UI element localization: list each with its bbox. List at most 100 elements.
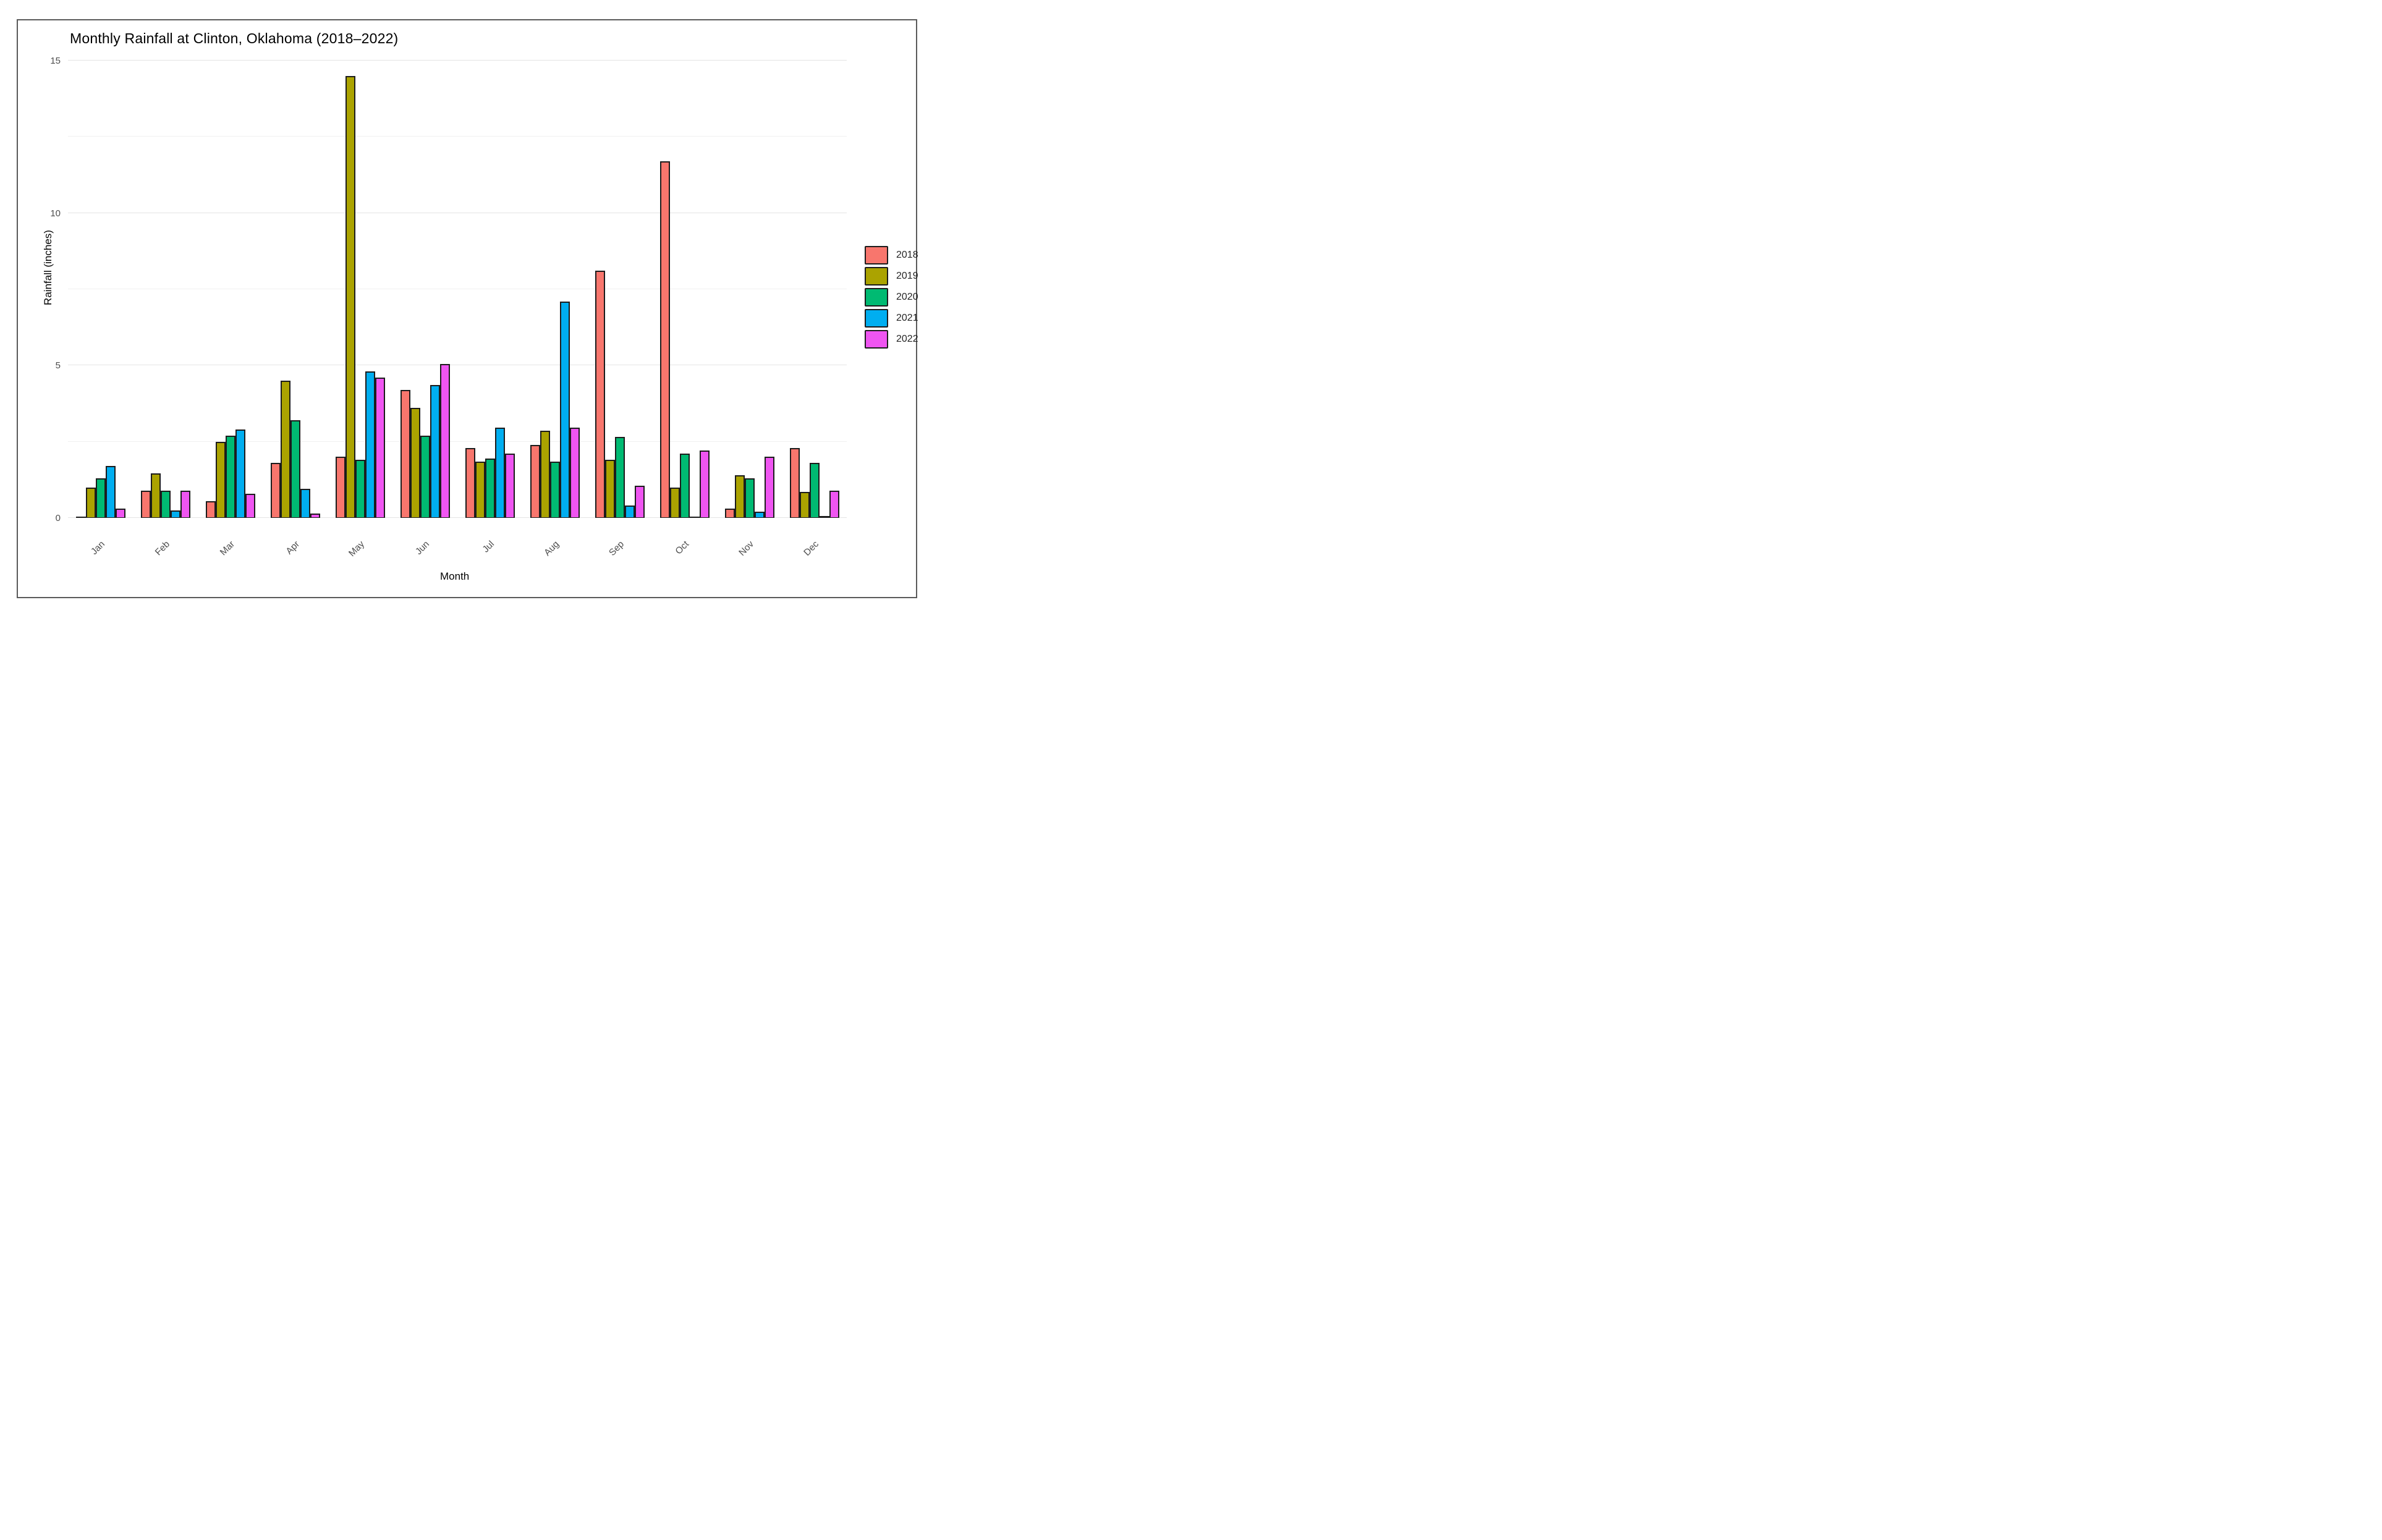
- gridline-0: [68, 517, 847, 518]
- legend-label-2021: 2021: [896, 313, 918, 323]
- bar-Feb-2021: [170, 510, 180, 518]
- bar-Jan-2019: [85, 487, 96, 518]
- bar-Dec-2020: [809, 463, 820, 518]
- bar-Apr-2019: [280, 381, 290, 518]
- bar-group-May: [328, 61, 392, 518]
- bar-Jan-2022: [115, 509, 125, 518]
- bar-Dec-2018: [789, 447, 800, 518]
- y-tick-label-0: 0: [55, 513, 61, 523]
- x-tick-label-Apr: Apr: [283, 539, 302, 557]
- bar-Apr-2020: [290, 420, 300, 518]
- bar-Aug-2021: [559, 301, 570, 518]
- legend-key-2020: [865, 288, 888, 307]
- bar-Dec-2021: [819, 516, 829, 518]
- bar-group-Jun: [392, 61, 457, 518]
- bar-May-2020: [355, 460, 365, 518]
- bar-Jan-2021: [105, 466, 116, 518]
- x-tick-label-Aug: Aug: [541, 539, 561, 558]
- bar-group-Aug: [522, 61, 587, 518]
- legend: 2018 2019 2020 2021 2022: [865, 246, 918, 351]
- bar-group-Jul: [457, 61, 522, 518]
- bar-Jul-2019: [475, 461, 485, 518]
- bar-group-Jan: [68, 61, 133, 518]
- bar-Aug-2018: [530, 444, 540, 518]
- bar-Jul-2021: [494, 428, 505, 518]
- bar-Oct-2019: [669, 487, 680, 518]
- legend-key-2018: [865, 246, 888, 264]
- bar-Aug-2019: [540, 431, 550, 518]
- bar-Oct-2021: [689, 517, 700, 518]
- x-tick-label-Feb: Feb: [153, 539, 172, 558]
- bar-Apr-2018: [270, 463, 281, 518]
- bar-Jun-2020: [420, 435, 430, 518]
- legend-item-2020: 2020: [865, 288, 918, 307]
- bar-group-Sep: [587, 61, 652, 518]
- bar-May-2018: [335, 457, 345, 518]
- bar-Dec-2022: [829, 490, 839, 518]
- bar-Jun-2019: [410, 408, 420, 518]
- figure: Monthly Rainfall at Clinton, Oklahoma (2…: [0, 0, 953, 616]
- x-tick-label-Nov: Nov: [736, 539, 756, 558]
- bar-Sep-2021: [624, 506, 635, 518]
- legend-label-2020: 2020: [896, 292, 918, 302]
- bar-Jan-2020: [95, 478, 106, 518]
- bar-May-2021: [365, 371, 375, 518]
- bar-Apr-2022: [310, 513, 320, 518]
- bar-Mar-2022: [245, 493, 255, 518]
- bar-Nov-2018: [724, 509, 735, 518]
- bar-group-Feb: [133, 61, 198, 518]
- bar-Jul-2020: [485, 458, 495, 518]
- bar-Oct-2018: [659, 161, 670, 518]
- bar-Feb-2020: [160, 490, 171, 518]
- bar-Sep-2022: [634, 486, 645, 518]
- x-tick-label-Sep: Sep: [606, 539, 626, 558]
- bar-Mar-2020: [225, 435, 235, 518]
- bar-Oct-2020: [679, 454, 690, 518]
- y-tick-label-5: 5: [55, 360, 61, 371]
- bar-Sep-2018: [595, 271, 605, 518]
- legend-item-2022: 2022: [865, 330, 918, 349]
- plot-panel: 0 5 10 15 Jan Feb Mar Apr May Jun Jul Aug Sep Oct Nov D…: [50, 56, 847, 559]
- figure-border: Monthly Rainfall at Clinton, Oklahoma (2…: [17, 19, 918, 598]
- legend-key-2022: [865, 330, 888, 349]
- legend-key-2021: [865, 309, 888, 328]
- x-tick-label-Jul: Jul: [480, 539, 496, 555]
- bar-Jun-2021: [430, 385, 440, 518]
- bar-Aug-2020: [549, 461, 560, 518]
- bar-May-2022: [375, 378, 385, 518]
- bar-group-Apr: [263, 61, 328, 518]
- gridline-minor-2.5: [68, 441, 847, 442]
- bar-Jul-2018: [465, 447, 475, 518]
- bar-Feb-2019: [150, 473, 161, 518]
- bar-Sep-2020: [614, 437, 625, 518]
- legend-item-2019: 2019: [865, 267, 918, 286]
- legend-item-2021: 2021: [865, 309, 918, 328]
- legend-key-2019: [865, 267, 888, 286]
- bar-Feb-2022: [180, 490, 190, 518]
- bar-Mar-2021: [235, 429, 245, 518]
- bar-Mar-2018: [205, 501, 216, 518]
- bar-Nov-2019: [734, 475, 745, 518]
- chart-title: Monthly Rainfall at Clinton, Oklahoma (2…: [70, 30, 399, 46]
- bar-Apr-2021: [300, 489, 310, 518]
- gridline-15: [68, 60, 847, 61]
- bar-group-Dec: [782, 61, 847, 518]
- bar-Dec-2019: [799, 492, 810, 518]
- x-axis-title: Month: [440, 570, 470, 582]
- bar-Jun-2022: [439, 363, 450, 518]
- bar-group-Mar: [198, 61, 263, 518]
- legend-label-2018: 2018: [896, 250, 918, 260]
- x-tick-label-Jan: Jan: [88, 539, 107, 557]
- bar-Nov-2020: [744, 478, 755, 518]
- bar-group-Nov: [717, 61, 782, 518]
- x-tick-label-Oct: Oct: [672, 539, 691, 557]
- legend-label-2019: 2019: [896, 271, 918, 281]
- gridline-minor-12.5: [68, 136, 847, 137]
- x-tick-label-Dec: Dec: [801, 539, 821, 558]
- x-tick-label-May: May: [346, 539, 367, 559]
- y-tick-label-15: 15: [50, 56, 61, 66]
- bar-May-2019: [345, 75, 355, 518]
- x-tick-label-Jun: Jun: [413, 539, 431, 557]
- x-tick-label-Mar: Mar: [218, 539, 237, 558]
- bar-Oct-2022: [699, 451, 710, 518]
